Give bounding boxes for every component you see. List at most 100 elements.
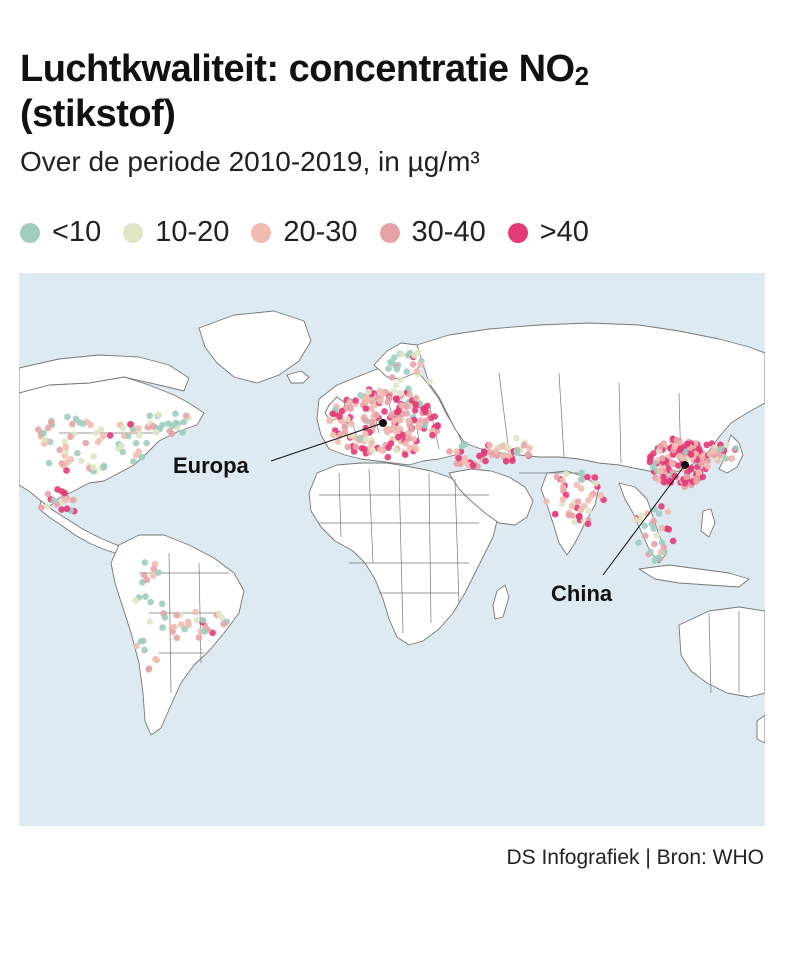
station-dot <box>669 460 676 467</box>
station-dot <box>50 497 58 504</box>
station-dot <box>94 438 102 446</box>
station-dot <box>381 408 388 415</box>
station-dot <box>403 368 411 375</box>
station-dot <box>100 464 108 471</box>
station-dot <box>348 420 355 427</box>
station-dot <box>182 412 190 419</box>
legend-label: 20-30 <box>283 216 358 248</box>
station-dot <box>695 469 703 476</box>
station-dot <box>402 440 410 447</box>
callouts: Europa China <box>173 419 689 606</box>
station-dot <box>393 408 401 416</box>
station-dot <box>493 447 500 454</box>
station-dot <box>192 608 199 616</box>
station-dot <box>357 392 364 399</box>
station-dot <box>390 424 397 431</box>
station-dot <box>569 512 576 519</box>
philippines <box>700 508 716 538</box>
station-dot <box>423 417 430 424</box>
station-dot <box>361 430 369 438</box>
station-dot <box>344 415 351 423</box>
station-dot <box>173 634 181 642</box>
station-dot <box>658 524 665 532</box>
station-dot <box>329 431 337 439</box>
station-dot <box>58 460 65 467</box>
station-dot <box>193 617 201 624</box>
station-dot <box>373 411 381 419</box>
station-dot <box>526 444 533 452</box>
station-dot <box>403 410 411 417</box>
station-dot <box>552 510 559 518</box>
station-dot <box>387 411 395 419</box>
legend-label: >40 <box>539 216 589 248</box>
station-dot <box>56 446 63 454</box>
chart-title: Luchtkwaliteit: concentratie NO2 (stikst… <box>20 48 760 135</box>
station-dot <box>699 453 706 460</box>
station-dot <box>543 498 550 505</box>
legend-label: 10-20 <box>155 216 230 248</box>
station-dot <box>365 388 372 396</box>
station-dot <box>683 473 690 481</box>
station-dot <box>695 445 703 453</box>
station-dot <box>559 496 567 503</box>
station-dot <box>657 548 665 556</box>
station-dot <box>143 576 151 584</box>
station-dot <box>368 440 375 447</box>
station-dot <box>145 666 152 673</box>
station-dot <box>397 376 404 383</box>
station-dot <box>391 417 398 425</box>
station-dot <box>341 429 349 436</box>
station-dot <box>693 478 700 485</box>
station-dot <box>90 453 97 460</box>
station-dot <box>568 502 576 510</box>
station-dot <box>61 438 68 446</box>
station-dot <box>357 434 364 442</box>
legend-label: 30-40 <box>411 216 486 248</box>
legend-item-gt40: >40 <box>507 216 589 249</box>
station-dot <box>412 446 420 453</box>
station-dot <box>664 508 672 515</box>
station-dot <box>136 432 143 439</box>
station-dot <box>704 463 711 470</box>
station-dot <box>142 593 149 600</box>
station-dot <box>149 422 157 430</box>
station-dot <box>161 614 169 621</box>
station-dot <box>513 447 520 455</box>
station-dot <box>338 407 346 415</box>
station-dot <box>58 506 65 513</box>
station-dot <box>489 451 496 458</box>
station-dot <box>143 439 150 447</box>
legend-label: <10 <box>52 216 102 248</box>
station-dot <box>631 516 639 523</box>
station-dot <box>100 432 107 440</box>
station-dot <box>577 485 585 492</box>
iceland <box>286 370 310 384</box>
station-dot <box>336 413 343 420</box>
station-dot <box>422 408 429 416</box>
legend-swatch <box>251 222 272 243</box>
station-dot <box>199 616 207 624</box>
station-dot <box>376 397 384 405</box>
station-dot <box>40 429 47 437</box>
station-dot <box>361 445 368 453</box>
station-dot <box>44 503 51 510</box>
station-dot <box>480 448 488 455</box>
station-dot <box>656 468 664 475</box>
station-dot <box>657 443 664 450</box>
source-credit: DS Infografiek | Bron: WHO <box>506 846 764 869</box>
station-dot <box>38 504 45 511</box>
station-dot <box>392 395 400 402</box>
station-dot <box>181 625 189 633</box>
station-dot <box>687 464 695 472</box>
station-dot <box>710 447 717 455</box>
title-main: Luchtkwaliteit: concentratie NO <box>20 48 575 90</box>
station-dot <box>559 477 566 484</box>
station-dot <box>209 629 216 637</box>
station-dot <box>170 623 178 631</box>
station-dot <box>723 441 730 449</box>
station-dot <box>646 458 654 466</box>
station-dot <box>413 368 421 375</box>
station-dot <box>132 439 140 447</box>
station-dot <box>659 455 666 462</box>
station-dot <box>453 448 461 455</box>
